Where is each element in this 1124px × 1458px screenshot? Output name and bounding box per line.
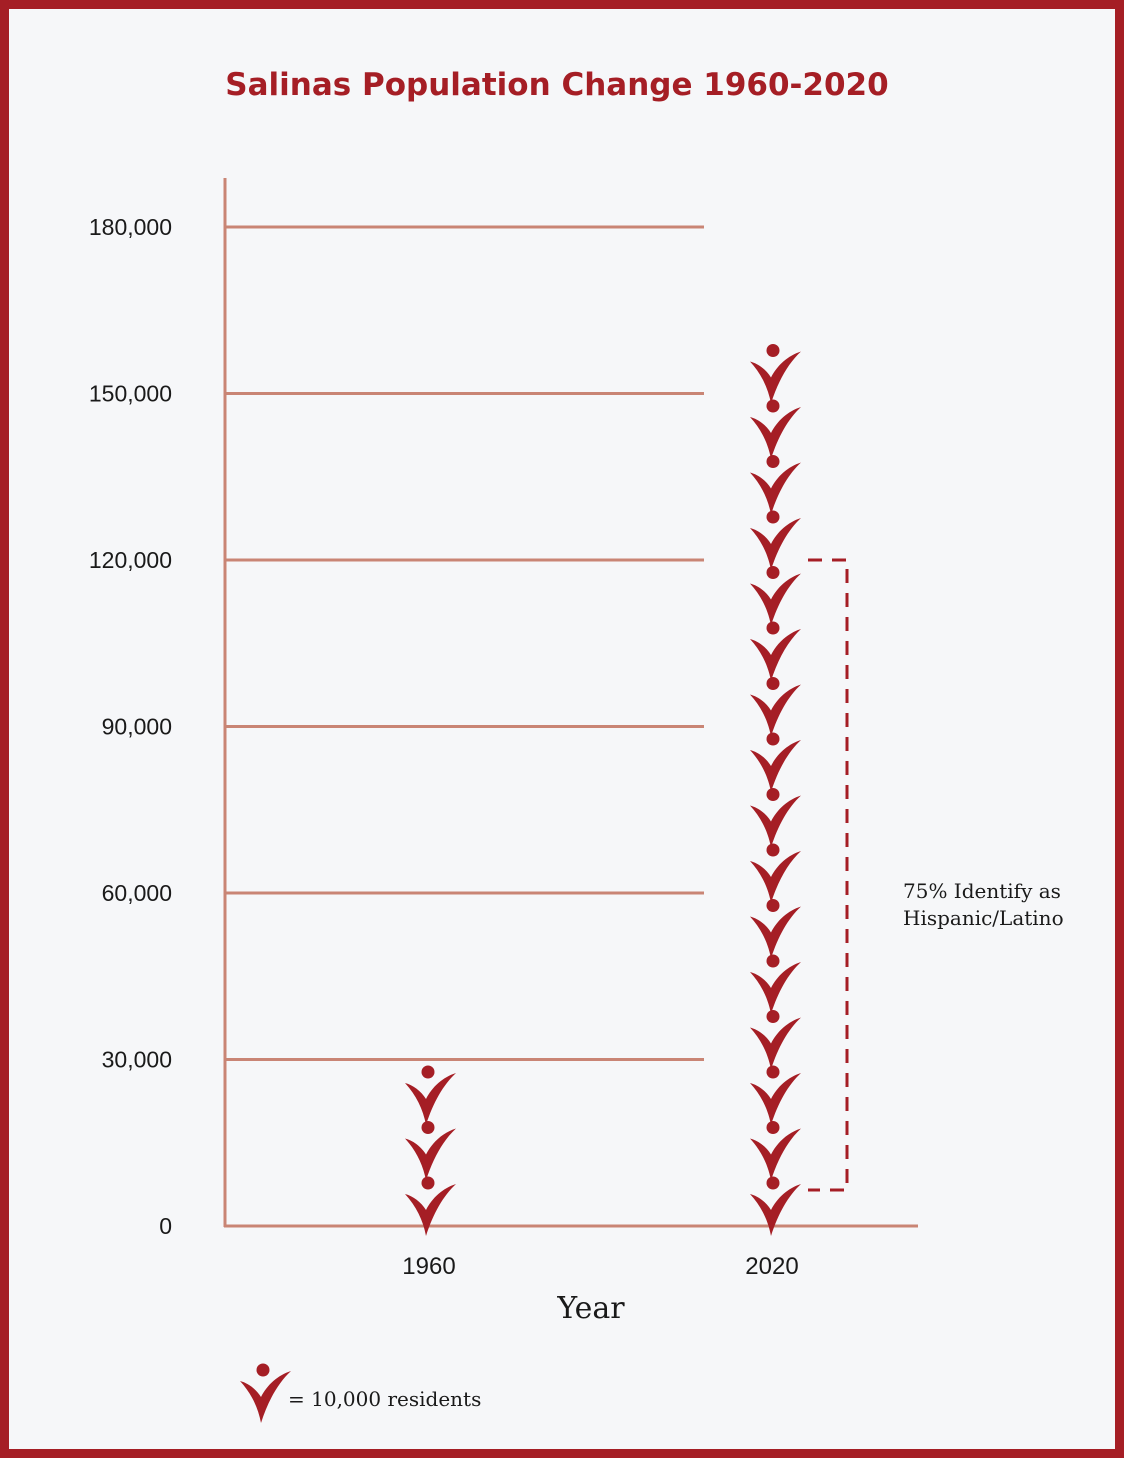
legend: = 10,000 residents — [240, 1363, 481, 1423]
x-tick-1960: 1960 — [402, 1253, 455, 1280]
person-icon — [750, 1010, 801, 1070]
y-tick-label: 30,000 — [102, 1047, 172, 1073]
person-icon — [750, 788, 801, 848]
annotation-line-2: Hispanic/Latino — [903, 906, 1064, 930]
y-tick-label: 90,000 — [102, 714, 172, 740]
person-icon — [405, 1121, 456, 1181]
person-icon — [750, 344, 801, 404]
hispanic-bracket — [808, 558, 849, 1192]
icon-column-1960 — [405, 1065, 456, 1236]
y-tick-labels: 0 30,000 60,000 90,000 120,000 150,000 180,000 — [89, 214, 172, 1239]
person-icon — [750, 843, 801, 903]
person-icon — [750, 732, 801, 792]
x-axis-label: Year — [556, 1291, 625, 1326]
person-icon — [750, 399, 801, 459]
person-icon — [750, 899, 801, 959]
person-icon — [750, 621, 801, 681]
person-icon — [750, 455, 801, 515]
y-tick-label: 0 — [159, 1213, 172, 1239]
person-icon — [750, 1121, 801, 1181]
person-icon — [750, 510, 801, 570]
person-icon — [750, 566, 801, 626]
person-icon — [405, 1065, 456, 1125]
icon-columns — [405, 344, 801, 1236]
y-tick-label: 60,000 — [102, 880, 172, 906]
legend-text: = 10,000 residents — [288, 1387, 481, 1411]
annotation-line-1: 75% Identify as — [903, 879, 1061, 903]
person-icon — [750, 954, 801, 1014]
grid-lines — [225, 225, 704, 1061]
person-icon — [240, 1363, 291, 1423]
x-tick-2020: 2020 — [745, 1253, 798, 1280]
y-tick-label: 120,000 — [89, 547, 172, 573]
icon-column-2020 — [750, 344, 801, 1236]
y-tick-label: 150,000 — [89, 381, 172, 407]
y-tick-label: 180,000 — [89, 214, 172, 240]
chart-title: Salinas Population Change 1960-2020 — [225, 67, 888, 103]
person-icon — [750, 1065, 801, 1125]
person-icon — [750, 677, 801, 737]
